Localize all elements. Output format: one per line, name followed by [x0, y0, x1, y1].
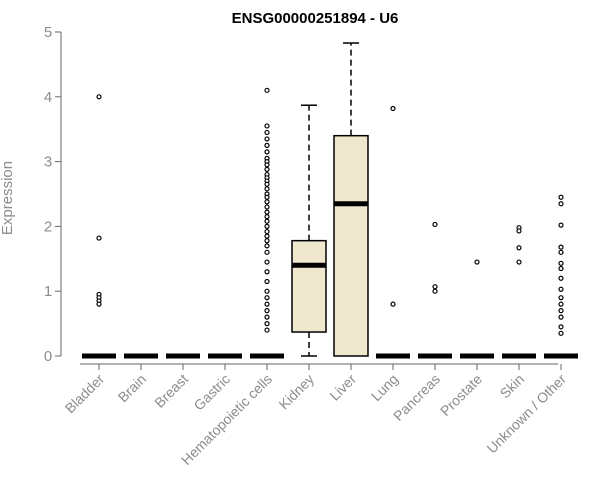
outlier-point [558, 301, 564, 307]
outlier-point [264, 149, 270, 155]
outlier-point [96, 301, 102, 307]
outlier-point [558, 314, 564, 320]
outlier-point [264, 199, 270, 205]
outlier-point [558, 201, 564, 207]
outlier-point [264, 204, 270, 210]
outlier-point [264, 123, 270, 129]
y-tick-label: 2 [44, 218, 52, 235]
outlier-point [558, 330, 564, 336]
y-tick-label: 4 [44, 89, 52, 106]
y-tick-label: 1 [44, 283, 52, 300]
outlier-point [264, 301, 270, 307]
outlier-point [558, 295, 564, 301]
x-tick-label: Bladder [62, 371, 108, 417]
outlier-point [516, 259, 522, 265]
outlier-point [264, 214, 270, 220]
outlier-point [558, 265, 564, 272]
box-group [502, 225, 536, 359]
outlier-point [96, 94, 102, 100]
outlier-point [432, 288, 438, 294]
x-tick-label: Brain [115, 371, 149, 405]
x-tick-label: Liver [326, 371, 359, 404]
outlier-point [264, 194, 270, 200]
x-tick-label: Skin [497, 371, 528, 402]
outlier-point [264, 259, 270, 265]
x-tick-label: Breast [151, 371, 191, 411]
outlier-point [264, 238, 270, 244]
box-group [544, 194, 578, 359]
outlier-point [474, 259, 480, 265]
outlier-point [558, 222, 564, 228]
box-group [291, 104, 327, 357]
box-body [291, 239, 327, 333]
outlier-point [264, 136, 270, 142]
y-tick-label: 5 [44, 24, 52, 41]
outlier-point [264, 209, 270, 215]
box-group [250, 87, 284, 359]
x-tick-label: Pancreas [390, 371, 443, 424]
outlier-point [264, 269, 270, 275]
outlier-point [264, 233, 270, 239]
outlier-point [264, 166, 270, 172]
outlier-point [558, 194, 564, 200]
outlier-point [558, 244, 564, 250]
outlier-point [390, 301, 396, 307]
outlier-point [264, 228, 270, 235]
outlier-point [558, 275, 564, 281]
outlier-point [264, 288, 270, 294]
outlier-point [264, 249, 270, 255]
box-body [333, 134, 369, 357]
outlier-point [264, 218, 270, 224]
outlier-point [264, 129, 270, 136]
box-group [82, 94, 116, 359]
y-tick-label: 0 [44, 348, 52, 365]
box-group [376, 105, 410, 359]
x-tick-label: Lung [368, 371, 401, 404]
y-axis-ticks: 0 1 2 3 4 5 [44, 24, 61, 365]
outlier-point [264, 327, 270, 333]
outlier-point [432, 284, 438, 290]
x-tick-label: Prostate [437, 371, 485, 419]
box-group [418, 221, 452, 359]
y-axis-label: Expression [0, 161, 16, 235]
x-tick-label: Kidney [276, 371, 318, 413]
outlier-point [264, 314, 270, 320]
plot-area [82, 42, 578, 359]
outlier-point [516, 228, 522, 234]
y-tick-label: 3 [44, 154, 52, 171]
outlier-point [558, 324, 564, 330]
outlier-point [558, 249, 564, 255]
chart-title: ENSG00000251894 - U6 [232, 10, 399, 27]
outlier-point [558, 260, 564, 266]
outlier-point [558, 308, 564, 314]
outlier-point [264, 243, 270, 249]
outlier-point [390, 105, 396, 112]
outlier-point [264, 278, 270, 285]
x-tick-label: Unknown / Other [484, 371, 570, 457]
outlier-point [558, 286, 564, 292]
outlier-point [264, 186, 270, 192]
outlier-point [264, 295, 270, 301]
outlier-point [264, 142, 270, 148]
box-group [333, 42, 369, 357]
outlier-point [264, 308, 270, 314]
outlier-point [264, 162, 270, 168]
outlier-point [264, 321, 270, 327]
outlier-point [96, 235, 102, 241]
outlier-point [264, 223, 270, 229]
outlier-point [264, 181, 270, 187]
box-group [460, 259, 494, 359]
outlier-point [516, 245, 522, 251]
outlier-point [264, 87, 270, 93]
outlier-point [432, 221, 438, 228]
